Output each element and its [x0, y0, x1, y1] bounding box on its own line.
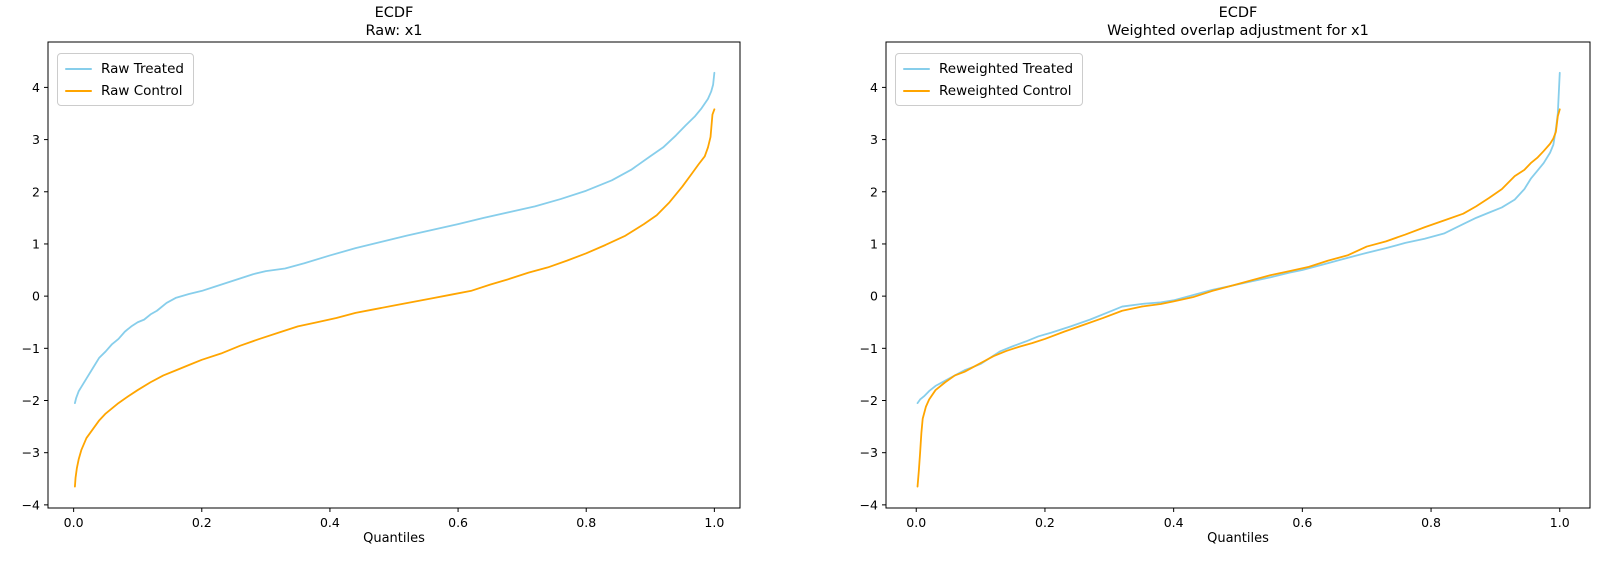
raw-control-line-swatch — [65, 89, 92, 92]
y-tick-label: 3 — [870, 132, 878, 147]
series-line-reweighted-control — [916, 108, 1561, 488]
left-plot-title-line2: Raw: x1 — [365, 22, 423, 39]
y-tick-label: 4 — [870, 80, 878, 95]
right-plot-title-line1: ECDF — [1218, 5, 1258, 21]
right-plot-xlabel: Quantiles — [1207, 531, 1269, 546]
legend-label: Raw Treated — [101, 60, 184, 77]
left-plot-title: ECDF Raw: x1 — [365, 5, 422, 40]
x-tick-label: 0.0 — [906, 515, 926, 530]
y-tick-label: −3 — [860, 445, 878, 460]
legend-row: Reweighted Treated — [903, 59, 1073, 78]
y-tick-label: 4 — [32, 80, 40, 95]
axes-0: 0.0 0.2 0.4 0.6 0.8 1.0 −4 −3 −2 −1 0 1 2 3 4 — [22, 41, 741, 530]
axes-spines — [47, 41, 741, 509]
legend-row: Raw Treated — [65, 59, 184, 78]
series-line-raw-control — [74, 108, 716, 488]
y-tick-label: −2 — [22, 393, 40, 408]
x-tick-label: 0.2 — [1035, 515, 1055, 530]
y-tick-label: 2 — [32, 184, 40, 199]
legend-row: Reweighted Control — [903, 81, 1073, 100]
y-tick-label: 1 — [32, 236, 40, 251]
y-tick-label: −3 — [22, 445, 40, 460]
legend-label: Raw Control — [101, 82, 183, 99]
x-tick-label: 0.4 — [320, 515, 340, 530]
y-tick-label: 3 — [32, 132, 40, 147]
axes-spines — [885, 41, 1591, 509]
left-plot-title-line1: ECDF — [374, 5, 414, 21]
legend-label: Reweighted Control — [939, 82, 1072, 99]
y-tick-label: 1 — [870, 236, 878, 251]
y-tick-label: −1 — [22, 341, 40, 356]
x-tick-label: 1.0 — [704, 515, 724, 530]
reweighted-treated-line-swatch — [903, 67, 930, 70]
x-tick-label: 0.6 — [448, 515, 468, 530]
x-tick-label: 0.6 — [1292, 515, 1312, 530]
left-plot-legend: Raw Treated Raw Control — [57, 53, 194, 106]
x-tick-label: 0.8 — [576, 515, 596, 530]
x-tick-label: 1.0 — [1550, 515, 1570, 530]
y-tick-label: −1 — [860, 341, 878, 356]
y-tick-label: 0 — [32, 289, 40, 304]
right-plot-title: ECDF Weighted overlap adjustment for x1 — [1107, 5, 1369, 40]
y-tick-label: 2 — [870, 184, 878, 199]
legend-label: Reweighted Treated — [939, 60, 1074, 77]
series-line-reweighted-treated — [916, 71, 1561, 405]
y-tick-label: −2 — [860, 393, 878, 408]
y-tick-label: 0 — [870, 289, 878, 304]
axes-1: 0.0 0.2 0.4 0.6 0.8 1.0 −4 −3 −2 −1 0 1 2 3 4 — [860, 41, 1591, 530]
right-plot-legend: Reweighted Treated Reweighted Control — [895, 53, 1084, 106]
x-tick-label: 0.8 — [1421, 515, 1441, 530]
y-tick-label: −4 — [860, 497, 878, 512]
legend-row: Raw Control — [65, 81, 184, 100]
left-plot-xlabel: Quantiles — [363, 531, 425, 546]
x-tick-label: 0.0 — [64, 515, 84, 530]
raw-treated-line-swatch — [65, 67, 92, 70]
x-tick-label: 0.2 — [192, 515, 212, 530]
series-line-raw-treated — [74, 71, 716, 405]
right-plot-title-line2: Weighted overlap adjustment for x1 — [1107, 22, 1369, 39]
x-tick-label: 0.4 — [1164, 515, 1184, 530]
reweighted-control-line-swatch — [903, 89, 930, 92]
y-tick-label: −4 — [22, 497, 40, 512]
